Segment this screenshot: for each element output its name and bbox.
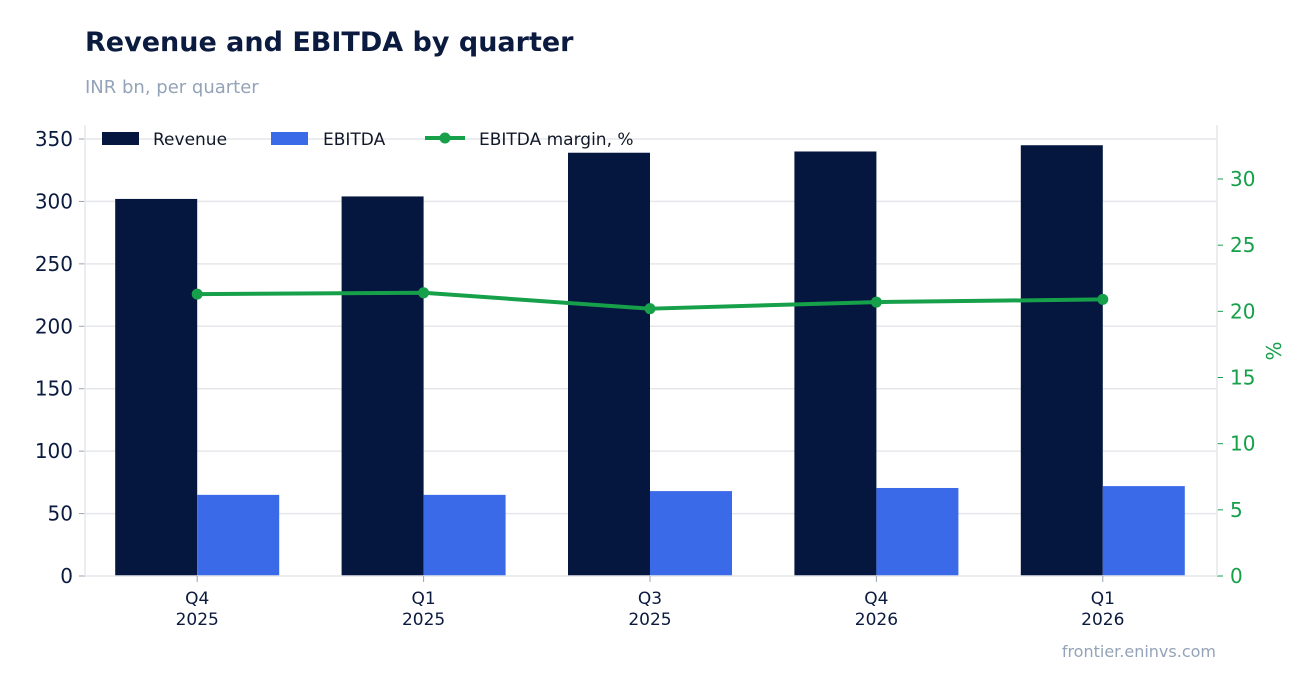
x-tick-label-year: 2025 — [628, 610, 671, 630]
chart-title: Revenue and EBITDA by quarter — [85, 27, 574, 58]
y-right-tick-label: 15 — [1230, 366, 1255, 390]
x-tick-label-year: 2025 — [402, 610, 445, 630]
bar-ebitda — [876, 487, 959, 576]
x-tick-label-quarter: Q1 — [411, 589, 435, 609]
y-left-tick-label: 150 — [35, 377, 73, 401]
y-right-tick-label: 20 — [1230, 299, 1255, 323]
bars — [115, 145, 1185, 577]
x-tick-label-quarter: Q4 — [185, 589, 209, 609]
y-left-tick-label: 100 — [35, 439, 73, 463]
bar-ebitda — [1102, 486, 1185, 576]
y-right-tick-label: 0 — [1230, 564, 1243, 588]
margin-point — [1097, 293, 1109, 305]
y-right-tick-label: 5 — [1230, 498, 1243, 522]
legend-label-ebitda: EBITDA — [323, 130, 386, 150]
legend-swatch-revenue — [102, 132, 139, 145]
legend-swatch-margin-point — [439, 132, 451, 144]
y-right-tick-label: 25 — [1230, 233, 1255, 257]
y-left-tick-label: 250 — [35, 252, 73, 276]
bar-ebitda — [650, 491, 732, 576]
legend: Revenue EBITDA EBITDA margin, % — [102, 130, 634, 150]
x-tick-label-year: 2026 — [1081, 610, 1124, 630]
y-right-axis-label: % — [1262, 341, 1286, 360]
margin-point — [870, 296, 882, 308]
margin-point — [644, 303, 656, 315]
bar-revenue — [568, 152, 650, 576]
y-right-tick-label: 10 — [1230, 432, 1255, 456]
x-tick-label-year: 2025 — [176, 610, 219, 630]
legend-label-margin: EBITDA margin, % — [479, 130, 634, 150]
x-tick-label-year: 2026 — [855, 610, 898, 630]
axes: 050100150200250300350051015202530%Q42025… — [35, 125, 1286, 630]
bar-revenue — [341, 196, 424, 577]
margin-point — [191, 288, 203, 300]
y-left-tick-label: 50 — [48, 502, 73, 526]
chart-subtitle: INR bn, per quarter — [85, 77, 259, 98]
y-right-tick-label: 30 — [1230, 167, 1255, 191]
margin-point — [418, 287, 430, 299]
y-left-tick-label: 300 — [35, 189, 73, 213]
x-tick-label-quarter: Q4 — [864, 589, 888, 609]
margin-line-layer — [191, 287, 1109, 315]
x-tick-label-quarter: Q3 — [638, 589, 662, 609]
bar-ebitda — [423, 494, 506, 576]
bar-revenue — [115, 198, 198, 576]
legend-swatch-ebitda — [271, 132, 308, 145]
x-tick-label-quarter: Q1 — [1091, 589, 1115, 609]
source-credit: frontier.eninvs.com — [1061, 642, 1216, 661]
y-left-tick-label: 200 — [35, 314, 73, 338]
y-left-tick-label: 350 — [35, 127, 73, 151]
bar-revenue — [1020, 145, 1103, 576]
legend-label-revenue: Revenue — [153, 130, 227, 150]
bar-ebitda — [197, 494, 280, 576]
y-left-tick-label: 0 — [60, 564, 73, 588]
bar-revenue — [794, 151, 877, 576]
